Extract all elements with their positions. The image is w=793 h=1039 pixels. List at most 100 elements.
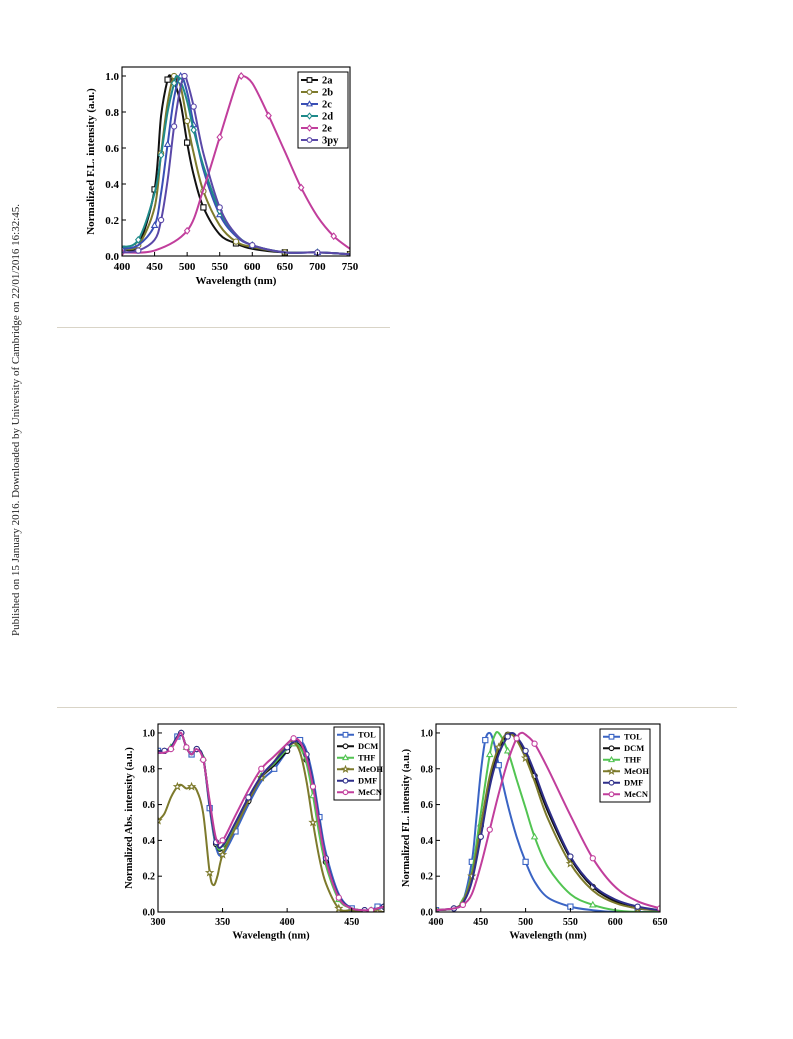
data-point-3py	[135, 247, 142, 254]
series-line-MeCN	[436, 731, 660, 912]
data-point-TOL	[522, 858, 529, 866]
data-point-MeOH	[158, 815, 163, 825]
data-point-3py	[157, 216, 165, 224]
y-tick-label: 1.0	[143, 728, 156, 739]
data-point-2d	[157, 151, 165, 160]
series-line-DMF	[436, 731, 660, 912]
data-point-2e	[297, 183, 305, 192]
legend-label-DMF: DMF	[358, 776, 377, 786]
data-point-2a	[183, 139, 191, 146]
legend-label-TOL: TOL	[624, 732, 642, 742]
legend-box	[297, 71, 349, 149]
y-axis-label: Normalized Abs. intensity (a.u.)	[124, 747, 135, 889]
y-tick-label: 0.4	[421, 836, 434, 847]
data-point-DMF	[522, 747, 529, 755]
data-point-DMF	[245, 794, 252, 801]
legend-label-2b: 2b	[322, 88, 333, 99]
legend-box	[333, 726, 381, 801]
y-axis-label: Normalized F.L. intensity (a.u.)	[85, 88, 97, 235]
data-point-MeOH	[204, 867, 215, 877]
data-point-MeOH	[334, 903, 344, 912]
y-tick-label: 0.4	[143, 836, 156, 847]
x-tick-label: 450	[473, 917, 488, 928]
legend-marker-MeOH	[607, 766, 616, 775]
x-tick-label: 650	[653, 917, 668, 928]
legend-marker-3py	[306, 137, 313, 143]
data-point-MeCN	[290, 735, 297, 742]
legend-label-TOL: TOL	[358, 730, 376, 740]
x-axis-label: Wavelength (nm)	[509, 931, 587, 942]
x-tick-label: 400	[280, 917, 295, 928]
legend-label-MeOH: MeOH	[358, 764, 383, 774]
data-point-2e	[265, 111, 272, 120]
y-tick-label: 0.2	[143, 872, 156, 883]
y-tick-label: 0.2	[105, 215, 119, 227]
data-point-3py	[190, 103, 197, 110]
data-point-MeOH	[217, 849, 228, 859]
data-point-MeCN	[309, 783, 317, 790]
data-point-2d	[170, 79, 178, 88]
series-line-3py	[122, 74, 350, 256]
legend-marker-2c	[305, 100, 314, 107]
x-tick-label: 400	[114, 261, 131, 273]
x-tick-label: 300	[151, 917, 166, 928]
data-point-MeCN	[219, 837, 226, 844]
data-point-MeOH	[186, 781, 197, 791]
series-line-TOL	[436, 731, 660, 912]
legend-marker-MeCN	[608, 791, 615, 798]
y-tick-label: 0.6	[105, 143, 119, 155]
data-point-MeCN	[513, 735, 520, 742]
data-point-MeCN	[200, 756, 207, 763]
data-point-2d	[134, 235, 142, 244]
data-point-MeCN	[367, 907, 375, 912]
legend-label-2c: 2c	[322, 100, 332, 111]
data-point-MeCN	[167, 745, 175, 753]
legend-label-3py: 3py	[322, 136, 339, 147]
series-MeCN	[158, 731, 384, 912]
y-tick-label: 0.2	[421, 872, 434, 883]
x-tick-label: 500	[518, 917, 533, 928]
legend-marker-THF	[341, 753, 350, 761]
data-point-MeCN	[589, 855, 596, 862]
x-tick-label: 600	[608, 917, 623, 928]
data-point-DMF	[477, 833, 484, 840]
legend-label-DMF: DMF	[624, 778, 643, 788]
x-tick-label: 600	[244, 261, 261, 273]
data-point-3py	[249, 242, 256, 249]
y-tick-label: 0.0	[143, 908, 156, 919]
legend-label-2a: 2a	[322, 76, 333, 87]
data-point-2a	[200, 204, 207, 211]
x-tick-label: 550	[563, 917, 578, 928]
data-point-2e	[216, 133, 224, 142]
legend-marker-DCM	[608, 745, 615, 752]
x-axis-label: Wavelength (nm)	[232, 931, 310, 942]
y-tick-label: 0.6	[421, 800, 434, 811]
y-tick-label: 0.4	[105, 179, 119, 191]
data-point-3py	[170, 123, 178, 130]
y-tick-label: 0.6	[143, 800, 156, 811]
y-tick-label: 1.0	[421, 728, 434, 739]
x-axis-label: Wavelength (nm)	[196, 275, 277, 287]
data-point-MeCN	[656, 905, 660, 912]
series-3py	[122, 72, 350, 256]
series-line-MeOH	[158, 739, 384, 912]
divider-line-top	[57, 327, 390, 328]
y-tick-label: 0.8	[105, 107, 119, 119]
legend-marker-2b	[306, 89, 313, 95]
legend-marker-2a	[306, 77, 313, 83]
legend-label-DCM: DCM	[358, 741, 378, 751]
legend-box	[599, 728, 651, 803]
data-point-2e	[237, 72, 245, 80]
y-tick-label: 0.0	[105, 251, 119, 263]
legend-label-MeCN: MeCN	[624, 789, 649, 799]
y-tick-label: 0.8	[421, 764, 434, 775]
x-tick-label: 400	[429, 917, 444, 928]
data-point-2e	[183, 226, 191, 235]
plot-frame	[435, 723, 661, 913]
x-tick-label: 450	[344, 917, 359, 928]
legend-label-DCM: DCM	[624, 743, 644, 753]
plot-frame	[157, 723, 385, 913]
series-MeCN	[436, 731, 660, 912]
data-point-TOL	[482, 736, 489, 744]
